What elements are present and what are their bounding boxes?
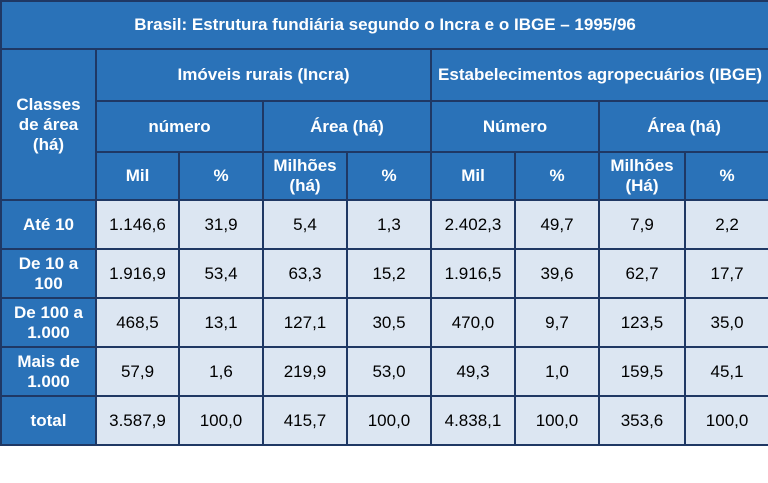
data-cell: 53,0 bbox=[346, 346, 432, 397]
data-cell: 1.916,5 bbox=[430, 248, 516, 299]
data-cell: 470,0 bbox=[430, 297, 516, 348]
data-cell: 3.587,9 bbox=[95, 395, 180, 446]
row-label: total bbox=[0, 395, 97, 446]
data-cell: 7,9 bbox=[598, 199, 686, 250]
group-header: Estabelecimentos agropecuários (IBGE) bbox=[429, 48, 768, 102]
row-label: De 100 a 1.000 bbox=[0, 297, 97, 348]
data-cell: 4.838,1 bbox=[430, 395, 516, 446]
data-cell: 1.916,9 bbox=[95, 248, 180, 299]
data-cell: 353,6 bbox=[598, 395, 686, 446]
data-cell: 2,2 bbox=[683, 199, 768, 250]
row-label: Mais de 1.000 bbox=[0, 346, 97, 397]
data-cell: 13,1 bbox=[178, 297, 264, 348]
row-label: De 10 a 100 bbox=[0, 248, 97, 299]
data-cell: 35,0 bbox=[683, 297, 768, 348]
table-row: Brasil: Estrutura fundiária segundo o In… bbox=[0, 0, 768, 50]
data-cell: 1,3 bbox=[346, 199, 432, 250]
unit-header: Milhões (há) bbox=[262, 151, 348, 201]
unit-header: % bbox=[178, 151, 264, 201]
group-header: Imóveis rurais (Incra) bbox=[95, 48, 432, 102]
table-row: Até 10 1.146,6 31,9 5,4 1,3 2.402,3 49,7 7,9 2,2 bbox=[0, 199, 768, 250]
data-cell: 9,7 bbox=[514, 297, 600, 348]
unit-header: % bbox=[683, 151, 768, 201]
unit-header: % bbox=[346, 151, 432, 201]
table-row: total 3.587,9 100,0 415,7 100,0 4.838,1 100,0 3… bbox=[0, 395, 768, 446]
unit-header: % bbox=[514, 151, 600, 201]
table-row: número Área (há) Número Área (há) bbox=[1, 100, 768, 153]
data-cell: 39,6 bbox=[514, 248, 600, 299]
table-row: Mais de 1.000 57,9 1,6 219,9 53,0 49,3 1,0 159,… bbox=[0, 346, 768, 397]
data-cell: 57,9 bbox=[95, 346, 180, 397]
subgroup-header: Número bbox=[430, 100, 600, 153]
table-row: Classes de área (há) Imóveis rurais (Incr… bbox=[0, 48, 768, 201]
data-cell: 415,7 bbox=[262, 395, 348, 446]
data-cell: 1,0 bbox=[514, 346, 600, 397]
data-cell: 31,9 bbox=[178, 199, 264, 250]
data-cell: 53,4 bbox=[178, 248, 264, 299]
table-row: Mil% Milhões (há)% Mil% Milhões (Há)% bbox=[1, 151, 768, 201]
data-cell: 5,4 bbox=[262, 199, 348, 250]
data-cell: 1,6 bbox=[178, 346, 264, 397]
data-cell: 100,0 bbox=[683, 395, 768, 446]
data-cell: 17,7 bbox=[683, 248, 768, 299]
data-cell: 49,7 bbox=[514, 199, 600, 250]
data-cell: 62,7 bbox=[598, 248, 686, 299]
data-cell: 15,2 bbox=[346, 248, 432, 299]
unit-header: Milhões (Há) bbox=[598, 151, 686, 201]
row-header: Classes de área (há) bbox=[0, 48, 97, 201]
subgroup-header: número bbox=[95, 100, 264, 153]
row-label: Até 10 bbox=[0, 199, 97, 250]
table-title: Brasil: Estrutura fundiária segundo o In… bbox=[0, 0, 768, 50]
data-cell: 45,1 bbox=[683, 346, 768, 397]
data-cell: 30,5 bbox=[346, 297, 432, 348]
data-cell: 159,5 bbox=[598, 346, 686, 397]
data-cell: 2.402,3 bbox=[430, 199, 516, 250]
data-cell: 219,9 bbox=[262, 346, 348, 397]
land-structure-table: Brasil: Estrutura fundiária segundo o In… bbox=[0, 0, 768, 446]
data-cell: 63,3 bbox=[262, 248, 348, 299]
data-cell: 1.146,6 bbox=[95, 199, 180, 250]
data-cell: 100,0 bbox=[514, 395, 600, 446]
unit-header: Mil bbox=[95, 151, 180, 201]
data-cell: 100,0 bbox=[178, 395, 264, 446]
data-cell: 468,5 bbox=[95, 297, 180, 348]
table-row: De 10 a 100 1.916,9 53,4 63,3 15,2 1.916,5 39,… bbox=[0, 248, 768, 299]
data-cell: 123,5 bbox=[598, 297, 686, 348]
subgroup-header: Área (há) bbox=[597, 100, 768, 153]
table-row: De 100 a 1.000 468,5 13,1 127,1 30,5 470,0 9,7… bbox=[0, 297, 768, 348]
unit-header: Mil bbox=[430, 151, 516, 201]
data-cell: 49,3 bbox=[430, 346, 516, 397]
data-cell: 100,0 bbox=[346, 395, 432, 446]
subgroup-header: Área (há) bbox=[262, 100, 432, 153]
data-cell: 127,1 bbox=[262, 297, 348, 348]
